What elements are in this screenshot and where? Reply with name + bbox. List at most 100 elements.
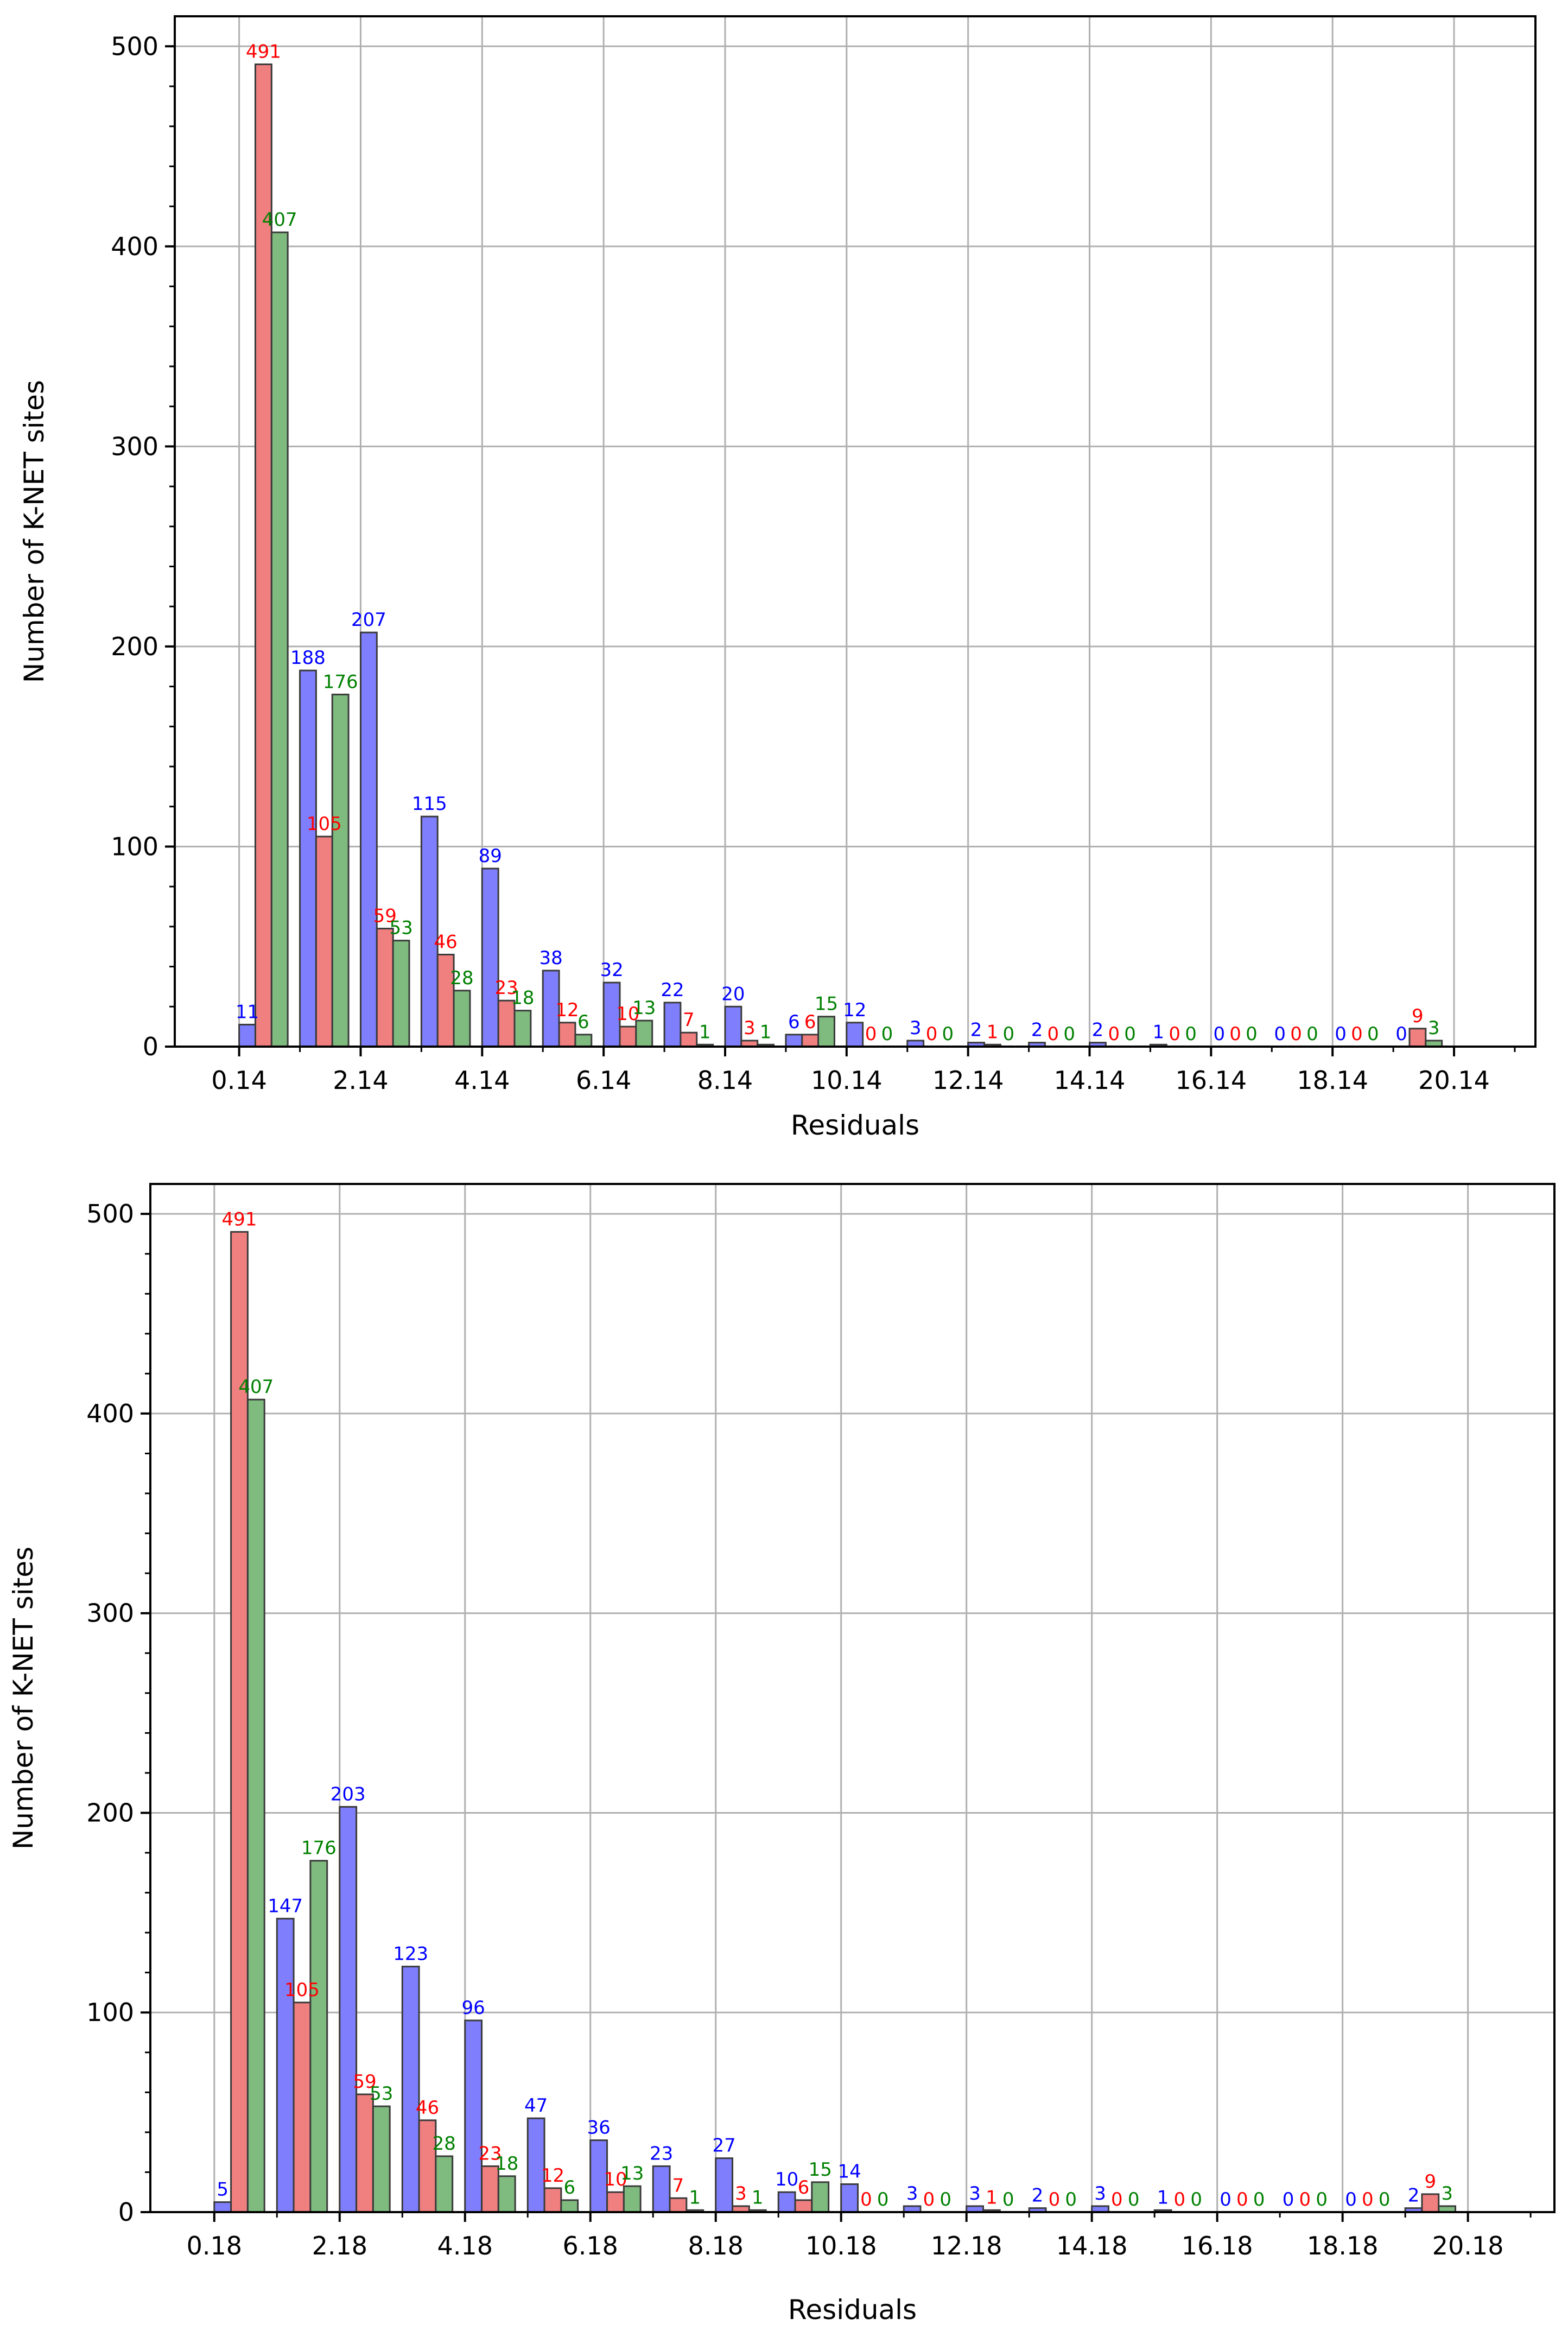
- bar-value-label: 0: [1185, 1023, 1197, 1045]
- bar-value-label: 3: [735, 2183, 747, 2205]
- bar-value-label: 23: [478, 2143, 501, 2164]
- bar-value-label: 7: [672, 2175, 684, 2196]
- x-tick-label: 8.14: [697, 1066, 753, 1095]
- y-tick-label: 200: [86, 1798, 134, 1827]
- bar-value-label: 0: [1174, 2189, 1186, 2210]
- x-tick-label: 2.14: [333, 1066, 388, 1095]
- y-tick-label: 500: [111, 31, 158, 61]
- bar-value-label: 105: [284, 1979, 320, 2001]
- bar-value-label: 0: [1065, 2189, 1077, 2210]
- bar-value-label: 1: [986, 2187, 998, 2208]
- bar-value-label: 89: [479, 845, 502, 867]
- bar-value-label: 13: [620, 2163, 644, 2184]
- bar-value-label: 12: [555, 999, 579, 1021]
- bar: [777, 2191, 796, 2213]
- x-tick-label: 10.14: [811, 1066, 883, 1095]
- bar-value-label: 176: [323, 671, 358, 693]
- bar-value-label: 0: [1367, 1023, 1379, 1045]
- bar: [801, 1034, 820, 1048]
- bar-value-label: 0: [1345, 2189, 1357, 2210]
- bar-value-label: 3: [969, 2183, 981, 2205]
- bar-value-label: 59: [373, 905, 397, 927]
- bar-value-label: 53: [370, 2083, 393, 2105]
- bar-value-label: 147: [268, 1895, 303, 1917]
- bar-value-label: 0: [865, 1023, 877, 1045]
- bar-value-label: 0: [1111, 2189, 1123, 2210]
- bar: [464, 2019, 483, 2213]
- bar-value-label: 9: [1412, 1005, 1424, 1027]
- bar: [663, 1002, 682, 1048]
- bar-value-label: 18: [495, 2153, 518, 2175]
- bar-value-label: 6: [577, 1011, 589, 1033]
- bar-value-label: 0: [1351, 1023, 1363, 1045]
- y-tick-label: 0: [143, 1032, 158, 1061]
- bar-value-label: 5: [217, 2179, 228, 2201]
- y-tick-label: 400: [111, 232, 158, 261]
- bar: [811, 2181, 830, 2213]
- bar-value-label: 0: [1049, 2189, 1061, 2210]
- bar-value-label: 3: [910, 1017, 922, 1039]
- x-axis-label: Residuals: [791, 1110, 919, 1141]
- bar-value-label: 407: [262, 209, 297, 231]
- bar-value-label: 3: [1428, 1017, 1440, 1039]
- bar-value-label: 0: [1335, 1023, 1347, 1045]
- bar: [331, 693, 350, 1048]
- bar: [652, 2165, 671, 2213]
- x-tick-label: 6.18: [563, 2231, 618, 2260]
- bar: [270, 231, 289, 1048]
- bar: [724, 1005, 742, 1048]
- bar-value-label: 13: [632, 997, 656, 1019]
- bar-value-label: 0: [1316, 2189, 1328, 2210]
- bar-value-label: 491: [246, 41, 281, 62]
- bar-value-label: 3: [744, 1017, 756, 1039]
- y-tick-label: 100: [111, 832, 158, 861]
- bar-value-label: 10: [775, 2169, 798, 2190]
- bar: [309, 1860, 328, 2213]
- bar-value-label: 6: [798, 2177, 810, 2199]
- x-tick-label: 0.14: [211, 1066, 266, 1095]
- x-tick-label: 18.14: [1297, 1066, 1368, 1095]
- bar-value-label: 47: [524, 2095, 548, 2117]
- bar-value-label: 9: [1425, 2171, 1437, 2193]
- bar-value-label: 491: [222, 1208, 257, 1230]
- bar: [794, 2199, 813, 2213]
- bar-value-label: 2: [970, 1019, 982, 1041]
- bar-value-label: 0: [1220, 2189, 1231, 2210]
- bar: [213, 2201, 232, 2213]
- bar-value-label: 0: [1246, 1023, 1258, 1045]
- x-tick-label: 20.14: [1418, 1066, 1490, 1095]
- bar: [359, 631, 378, 1048]
- bar: [356, 2093, 374, 2213]
- bar: [574, 1034, 593, 1048]
- bar-value-label: 0: [1299, 2189, 1311, 2210]
- y-axis-label: Number of K-NET sites: [18, 380, 50, 683]
- bar-value-label: 11: [236, 1001, 259, 1023]
- plot-frame: [174, 15, 1537, 1048]
- bar-value-label: 0: [1108, 1023, 1120, 1045]
- bar-value-label: 0: [1395, 1023, 1407, 1045]
- y-tick-label: 0: [118, 2197, 134, 2227]
- bar-value-label: 407: [238, 1376, 274, 1398]
- bar: [619, 1025, 637, 1048]
- bar-value-label: 0: [1063, 1023, 1075, 1045]
- bar-value-label: 1: [699, 1021, 711, 1043]
- bar: [497, 2175, 516, 2213]
- bar-value-label: 0: [877, 2189, 889, 2210]
- x-tick-label: 14.14: [1054, 1066, 1126, 1095]
- bar-value-label: 0: [1190, 2189, 1202, 2210]
- bar-value-label: 28: [433, 2133, 456, 2155]
- bar-value-label: 0: [942, 1023, 954, 1045]
- bar-value-label: 59: [353, 2071, 376, 2093]
- bar-value-label: 2: [1032, 2185, 1044, 2207]
- bar: [276, 1917, 295, 2213]
- bar: [602, 981, 621, 1048]
- bar-value-label: 123: [393, 1943, 428, 1965]
- x-tick-label: 6.14: [576, 1066, 631, 1095]
- bar-value-label: 0: [1306, 1023, 1318, 1045]
- bar-value-label: 46: [434, 931, 458, 953]
- bar-value-label: 28: [450, 967, 473, 989]
- bar: [372, 2105, 391, 2213]
